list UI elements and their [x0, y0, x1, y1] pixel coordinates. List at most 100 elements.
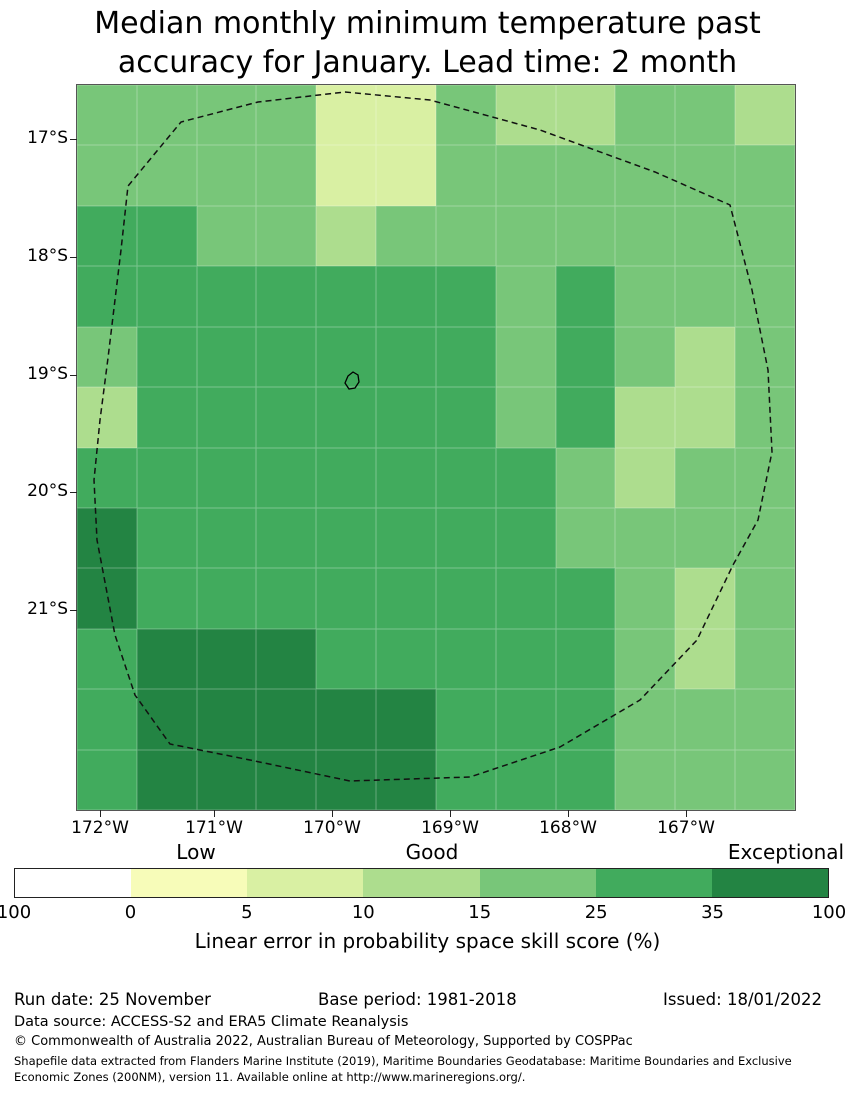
heatmap-cell: [196, 326, 257, 388]
heatmap-cell: [555, 507, 616, 569]
heatmap-cell: [316, 145, 377, 206]
copyright-note: © Commonwealth of Australia 2022, Austra…: [14, 1034, 633, 1049]
heatmap-cell: [675, 689, 736, 750]
heatmap-cell: [735, 145, 795, 206]
heatmap-cell: [735, 387, 795, 448]
heatmap-cell: [615, 326, 676, 388]
heatmap-cell: [256, 689, 317, 750]
colorbar-segment: [479, 869, 596, 897]
y-tick-mark: [70, 375, 77, 376]
heatmap-cell: [495, 326, 556, 388]
colorbar-tick-label: 35: [701, 902, 725, 923]
heatmap-cell: [615, 568, 676, 629]
heatmap-cell: [256, 85, 317, 146]
heatmap-cell: [316, 507, 377, 569]
x-tick-label: 171°W: [185, 818, 243, 838]
heatmap-cell: [77, 568, 137, 629]
heatmap-cell: [555, 85, 616, 146]
y-tick-mark: [70, 139, 77, 140]
heatmap-cell: [615, 387, 676, 448]
heatmap-cell: [555, 447, 616, 508]
x-tick-mark: [568, 810, 569, 817]
heatmap-cell: [555, 387, 616, 448]
x-tick-mark: [686, 810, 687, 817]
heatmap-cell: [256, 507, 317, 569]
eez-boundary-line: [93, 91, 773, 782]
heatmap-cell: [735, 749, 795, 810]
colorbar-segment: [15, 869, 132, 897]
heatmap-cell: [376, 85, 436, 146]
heatmap-cell: [675, 447, 736, 508]
heatmap-cell: [136, 266, 197, 327]
base-period: Base period: 1981-2018: [318, 990, 517, 1009]
skill-class-label: Exceptional: [727, 840, 845, 864]
heatmap-cell: [376, 507, 436, 569]
heatmap-cell: [675, 568, 736, 629]
heatmap-cell: [615, 85, 676, 146]
colorbar-tick-label: 25: [584, 902, 608, 923]
heatmap-cell: [675, 205, 736, 267]
heatmap-cell: [196, 205, 257, 267]
heatmap-cell: [136, 447, 197, 508]
heatmap-cell: [495, 568, 556, 629]
heatmap-cell: [675, 266, 736, 327]
heatmap-cell: [555, 689, 616, 750]
heatmap-cell: [136, 749, 197, 810]
y-tick-label: 19°S: [27, 364, 68, 384]
heatmap-cell: [435, 689, 496, 750]
skill-class-labels: Low Good Exceptional: [0, 840, 855, 868]
figure-title-line1: Median monthly minimum temperature past: [94, 6, 761, 41]
colorbar-tick-label: 100: [0, 902, 32, 923]
colorbar-tick-label: 5: [241, 902, 253, 923]
heatmap-cell: [77, 326, 137, 388]
heatmap-cell: [495, 628, 556, 690]
heatmap-cell: [316, 689, 377, 750]
heatmap-cell: [196, 447, 257, 508]
y-tick-label: 18°S: [27, 246, 68, 266]
x-tick-mark: [450, 810, 451, 817]
heatmap-cell: [77, 387, 137, 448]
data-source: Data source: ACCESS-S2 and ERA5 Climate …: [14, 1014, 409, 1030]
heatmap-cell: [316, 85, 377, 146]
run-date: Run date: 25 November: [14, 990, 211, 1009]
heatmap-cell: [495, 689, 556, 750]
heatmap-cell: [495, 749, 556, 810]
heatmap-cell: [735, 689, 795, 750]
heatmap-cell: [196, 266, 257, 327]
colorbar-tick-labels: 100 0 5 10 15 25 35 100: [0, 902, 846, 924]
y-tick-label: 20°S: [27, 481, 68, 501]
skill-class-label: Low: [176, 840, 216, 864]
heatmap-cell: [615, 507, 676, 569]
x-tick-label: 172°W: [71, 818, 129, 838]
heatmap-cell: [136, 507, 197, 569]
y-tick-mark: [70, 610, 77, 611]
heatmap-cell: [256, 628, 317, 690]
heatmap-cell: [555, 266, 616, 327]
colorbar-segment: [131, 869, 248, 897]
heatmap-cell: [435, 326, 496, 388]
heatmap-cell: [77, 205, 137, 267]
heatmap-cell: [256, 205, 317, 267]
heatmap-cell: [316, 326, 377, 388]
heatmap-cell: [196, 387, 257, 448]
heatmap-cell: [136, 326, 197, 388]
heatmap-cell: [555, 326, 616, 388]
heatmap-cell: [555, 205, 616, 267]
heatmap-cell: [435, 387, 496, 448]
heatmap-cell: [136, 85, 197, 146]
heatmap-cell: [735, 447, 795, 508]
heatmap-cell: [256, 326, 317, 388]
heatmap-cell: [435, 749, 496, 810]
island-outline: [344, 371, 360, 390]
colorbar: [14, 868, 829, 898]
heatmap-cell: [735, 326, 795, 388]
heatmap-cell: [136, 205, 197, 267]
heatmap-cell: [376, 326, 436, 388]
heatmap-cell: [435, 205, 496, 267]
heatmap-cell: [376, 205, 436, 267]
heatmap-cell: [735, 628, 795, 690]
heatmap-cell: [495, 145, 556, 206]
x-tick-label: 167°W: [657, 818, 715, 838]
figure-title-line2: accuracy for January. Lead time: 2 month: [117, 45, 738, 80]
